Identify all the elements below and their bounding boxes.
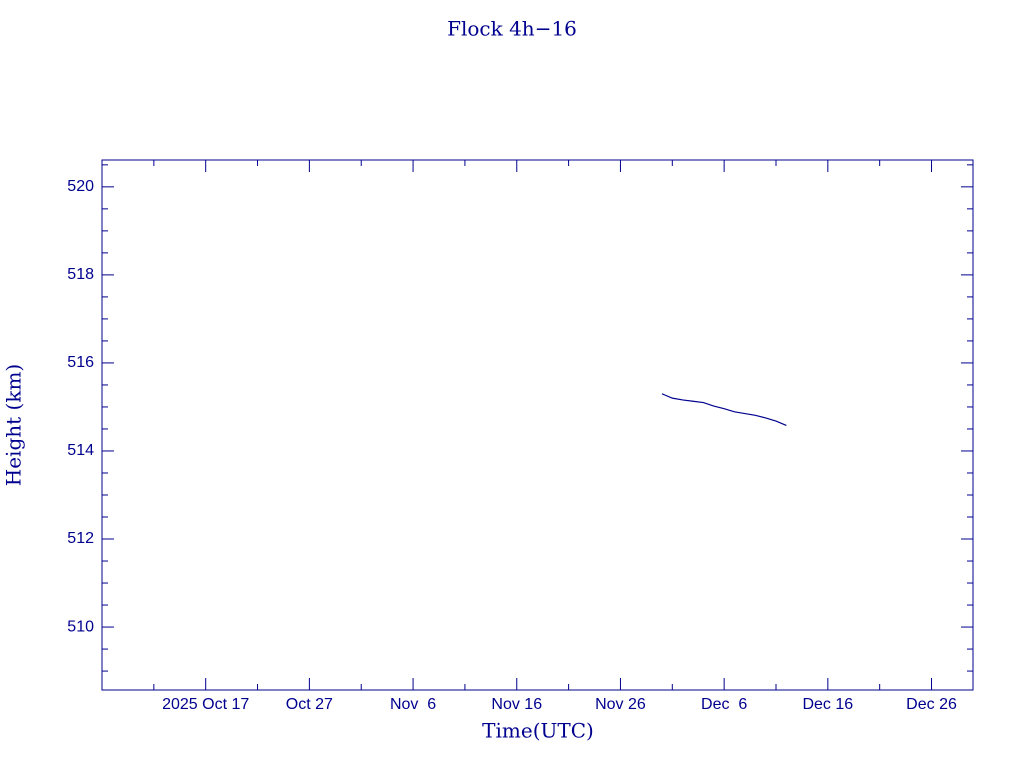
x-tick-label: Oct 27	[286, 696, 333, 713]
data-line	[661, 393, 787, 426]
x-tick-label: Nov 16	[491, 696, 542, 713]
y-axis-label: Height (km)	[2, 364, 26, 486]
y-tick-label: 514	[67, 442, 94, 459]
x-tick-label: Dec 16	[802, 696, 853, 713]
y-tick-label: 518	[67, 266, 94, 283]
y-tick-label: 516	[67, 354, 94, 371]
x-tick-label: Dec 6	[701, 696, 747, 713]
x-tick-label: 2025 Oct 17	[162, 696, 249, 713]
plot-frame	[101, 159, 974, 691]
x-tick-label: Nov 26	[595, 696, 646, 713]
y-tick-label: 510	[67, 618, 94, 635]
chart-title: Flock 4h−16	[447, 17, 577, 41]
y-tick-label: 520	[67, 178, 94, 195]
y-tick-label: 512	[67, 530, 94, 547]
x-axis-label: Time(UTC)	[482, 719, 594, 743]
x-tick-label: Nov 6	[390, 696, 436, 713]
x-tick-label: Dec 26	[906, 696, 957, 713]
